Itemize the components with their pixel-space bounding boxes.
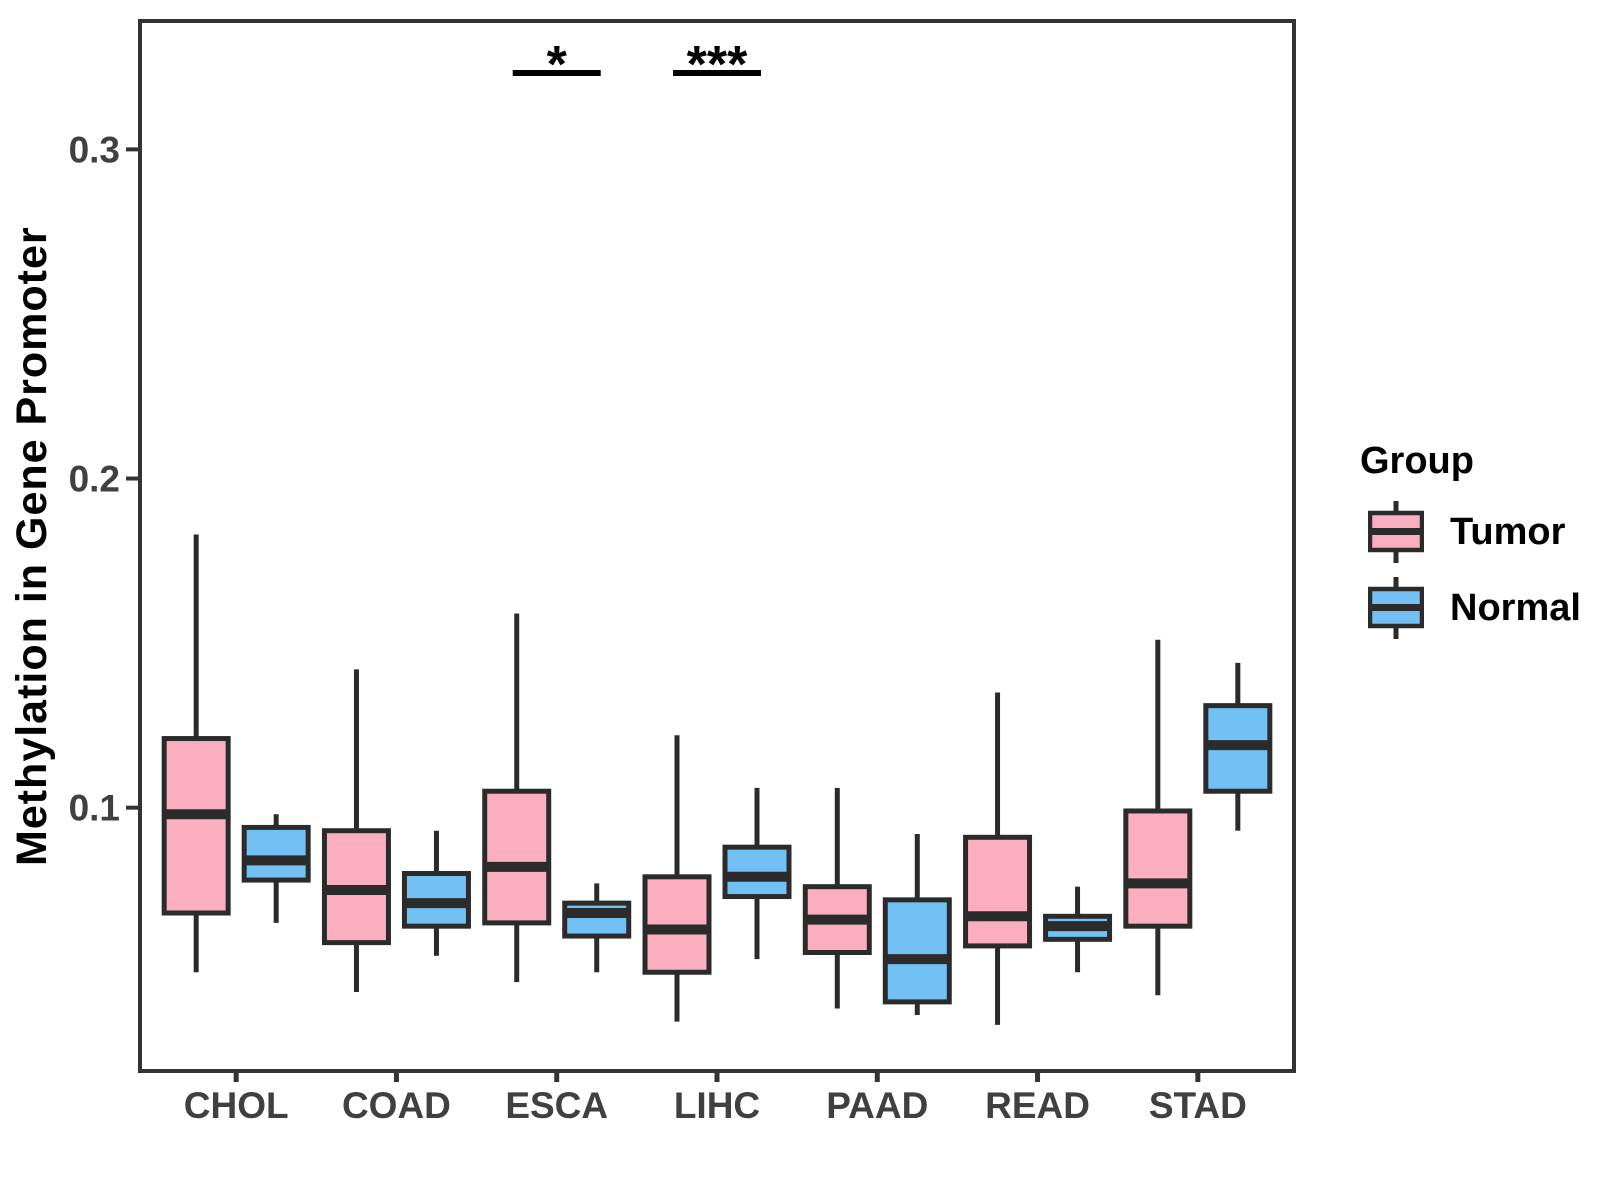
legend: Group Tumor Normal bbox=[1360, 440, 1590, 651]
x-tick-label-STAD: STAD bbox=[1149, 1085, 1247, 1126]
x-tick-label-PAAD: PAAD bbox=[826, 1085, 928, 1126]
box-STAD-tumor bbox=[1123, 808, 1193, 929]
x-tick-label-ESCA: ESCA bbox=[505, 1085, 608, 1126]
y-axis-title: Methylation in Gene Promoter bbox=[8, 226, 56, 866]
box-CHOL-normal bbox=[241, 824, 311, 883]
x-tick-label-COAD: COAD bbox=[342, 1085, 451, 1126]
legend-label-normal: Normal bbox=[1450, 586, 1581, 629]
legend-item-normal: Normal bbox=[1368, 575, 1590, 641]
x-tick-label-CHOL: CHOL bbox=[184, 1085, 289, 1126]
significance-stars-LIHC: *** bbox=[687, 36, 748, 94]
y-tick-label-0.2: 0.2 bbox=[69, 459, 120, 500]
box-ESCA-tumor bbox=[482, 788, 552, 926]
normal-boxplot-key-icon bbox=[1368, 577, 1424, 639]
tumor-boxplot-key-icon bbox=[1368, 501, 1424, 563]
legend-item-tumor: Tumor bbox=[1368, 499, 1590, 565]
x-tick-label-LIHC: LIHC bbox=[674, 1085, 760, 1126]
x-tick-label-READ: READ bbox=[985, 1085, 1090, 1126]
box-READ-tumor bbox=[963, 834, 1033, 949]
legend-label-tumor: Tumor bbox=[1450, 510, 1566, 553]
box-PAAD-normal bbox=[882, 897, 952, 1005]
box-CHOL-tumor bbox=[161, 736, 231, 916]
legend-title: Group bbox=[1360, 440, 1474, 482]
y-tick-label-0.3: 0.3 bbox=[69, 129, 120, 170]
panel-border bbox=[138, 19, 1296, 1073]
y-tick-label-0.1: 0.1 bbox=[69, 788, 120, 829]
significance-stars-ESCA: * bbox=[547, 36, 568, 94]
